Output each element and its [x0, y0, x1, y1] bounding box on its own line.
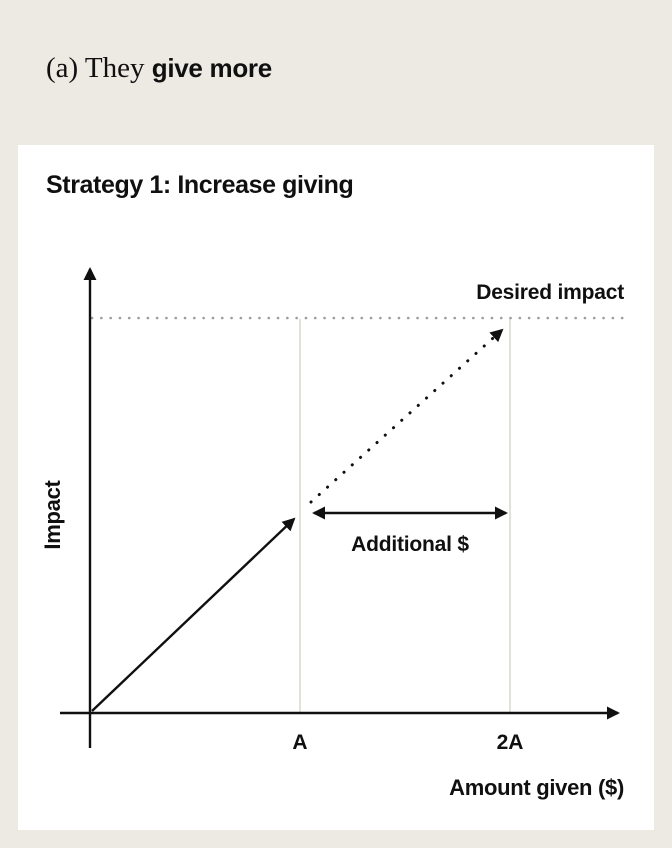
caption-emphasis: give more	[151, 53, 272, 83]
caption-prefix: (a) They	[46, 52, 152, 84]
x-axis-label: Amount given ($)	[449, 775, 624, 800]
chart-card: Strategy 1: Increase giving Desired impa…	[18, 145, 654, 830]
x-tick-a: A	[292, 731, 307, 754]
additional-dollars-label: Additional $	[351, 533, 469, 556]
y-axis-label: Impact	[40, 479, 65, 549]
dotted-projection-line	[309, 328, 504, 504]
desired-impact-label: Desired impact	[476, 281, 624, 304]
chart-title: Strategy 1: Increase giving	[46, 171, 354, 199]
figure-caption: (a) They give more	[46, 48, 272, 85]
solid-impact-line	[91, 517, 296, 712]
x-tick-2a: 2A	[497, 731, 524, 754]
impact-chart: Desired impact Additional $ A 2A Amount …	[40, 267, 630, 800]
